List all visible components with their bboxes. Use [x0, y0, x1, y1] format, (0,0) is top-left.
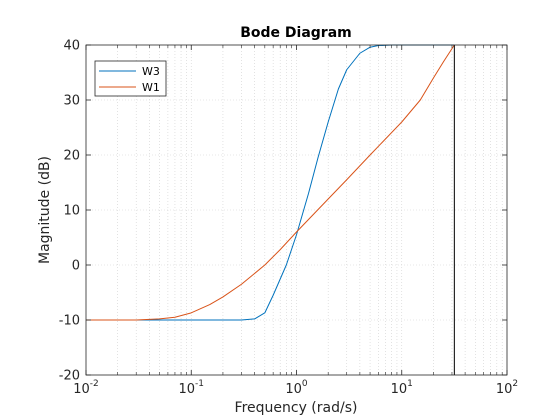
grid: [86, 45, 507, 375]
x-tick-label: 102: [496, 379, 518, 397]
x-axis-label: Frequency (rad/s): [235, 400, 358, 416]
y-tick-label: 0: [72, 259, 80, 274]
y-axis-label: Magnitude (dB): [37, 156, 53, 264]
y-tick-label: 40: [63, 39, 80, 54]
x-tick-label: 101: [391, 379, 413, 397]
y-tick-label: 20: [63, 149, 80, 164]
y-tick-label: -20: [59, 369, 80, 384]
chart-title: Bode Diagram: [240, 25, 352, 41]
legend-label-w1: W1: [142, 81, 160, 94]
x-tick-label: 100: [285, 379, 308, 397]
legend: W3 W1: [94, 60, 167, 97]
y-tick-label: -10: [59, 314, 80, 329]
legend-box: [94, 60, 167, 97]
series-line-w1: [86, 44, 455, 321]
y-tick-label: 30: [63, 94, 80, 109]
legend-label-w3: W3: [142, 65, 160, 78]
x-tick-label: 10-1: [178, 379, 204, 397]
y-tick-label: 10: [63, 204, 80, 219]
ticks: 10-2 10-1 100 101 102 -20 -10 0 10 20 30 40: [59, 39, 518, 398]
x-tick-label: 10-2: [73, 379, 99, 397]
